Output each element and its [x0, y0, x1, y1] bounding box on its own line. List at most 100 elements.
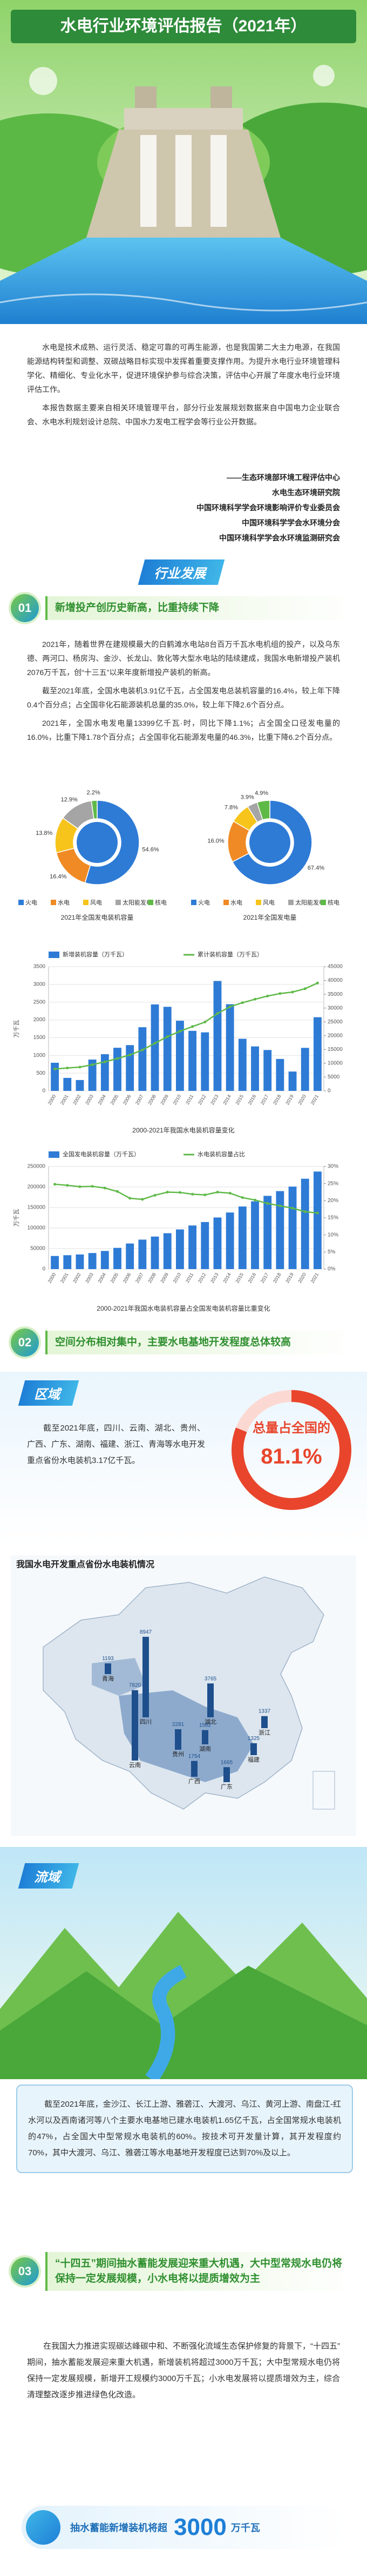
line-point — [278, 1204, 282, 1208]
line-point — [316, 981, 319, 984]
x-tick-label: 2002 — [72, 1094, 82, 1105]
province-name: 广西 — [188, 1778, 200, 1785]
line-series — [55, 1183, 318, 1214]
x-tick-label: 2006 — [122, 1272, 132, 1284]
x-tick-label: 2021 — [310, 1094, 320, 1105]
line-point — [216, 1191, 219, 1193]
highlight-prefix: 抽水蓄能新增装机将超 — [70, 2523, 167, 2533]
legend-label: 水电 — [58, 899, 70, 906]
chart-title: 2021年全国发电量 — [243, 913, 297, 921]
x-tick-label: 2000 — [47, 1272, 57, 1284]
province-name: 浙江 — [259, 1729, 270, 1736]
x-tick-label: 2020 — [297, 1272, 307, 1284]
province-bar — [207, 1683, 214, 1717]
province-name: 湖北 — [205, 1718, 216, 1725]
line-point — [53, 1183, 57, 1186]
x-tick-label: 2012 — [197, 1094, 207, 1105]
province-value: 7820 — [129, 1683, 141, 1689]
highlight-unit: 万千瓦 — [230, 2523, 260, 2533]
basin-label: 流域 — [33, 1870, 63, 1885]
y-axis-label: 万千瓦 — [13, 1209, 20, 1227]
y2-tick-label: 15% — [328, 1215, 338, 1221]
x-tick-label: 2005 — [110, 1272, 120, 1284]
line-point — [178, 1191, 181, 1194]
slice-label: 4.9% — [255, 790, 268, 797]
author: 中国环境科学学会水环境分会 — [242, 518, 340, 527]
heading-text: “十四五”期间抽水蓄能发展迎来重大机遇，大中型常规水电仍将保持一定发展规模，小水… — [45, 2252, 356, 2291]
region-tag: 区域 — [18, 1380, 79, 1406]
legend-label: 核电 — [155, 899, 167, 906]
bar — [88, 1253, 97, 1269]
x-tick-label: 2017 — [260, 1272, 270, 1284]
line-point — [153, 1042, 157, 1045]
line-point — [191, 1192, 194, 1196]
heading-text: 新增投产创历史新高，比重持续下降 — [45, 596, 356, 620]
heading-number: 01 — [11, 594, 39, 622]
line-series — [55, 982, 318, 1070]
section1-text: 2021年，随着世界在建规模最大的白鹤滩水电站8台百万千瓦水电机组的投产，以及乌… — [27, 637, 340, 748]
bar — [213, 981, 222, 1091]
x-tick-label: 2018 — [272, 1094, 282, 1105]
y2-tick-label: 10000 — [328, 1061, 343, 1067]
province-name: 福建 — [248, 1756, 260, 1763]
province-value: 1665 — [221, 1759, 233, 1765]
bar — [301, 1178, 309, 1269]
province-bar — [142, 1636, 149, 1717]
basin-box: 截至2021年底，金沙江、长江上游、雅砻江、大渡河、乌江、黄河上游、南盘江-红水… — [16, 2085, 353, 2173]
line-point — [241, 1001, 244, 1004]
province-name: 四川 — [140, 1719, 152, 1725]
line-point — [103, 1186, 106, 1190]
y-tick-label: 2000 — [33, 1017, 46, 1023]
legend-swatch — [256, 900, 261, 905]
donut-slice — [232, 800, 312, 885]
province-value: 1337 — [259, 1709, 271, 1715]
x-tick-label: 2018 — [272, 1272, 282, 1284]
line-point — [78, 1185, 81, 1188]
section-title: 行业发展 — [153, 567, 209, 581]
authors: ——生态环境部环境工程评估中心 水电生态环境研究院 中国环境科学学会环境影响评价… — [27, 470, 340, 545]
highlight-icon — [26, 2510, 60, 2545]
bar — [263, 1196, 272, 1269]
bar — [100, 1054, 109, 1091]
x-tick-label: 2004 — [97, 1094, 107, 1105]
share-label: 81.1% — [261, 1445, 322, 1468]
province-name: 青海 — [102, 1675, 114, 1682]
line-point — [166, 1035, 169, 1039]
legend-swatch — [49, 952, 59, 958]
author: 中国环境科学学会水环境监测研究会 — [219, 534, 340, 542]
bar — [288, 1186, 297, 1269]
province-value: 3765 — [205, 1676, 217, 1682]
bar — [88, 1059, 97, 1091]
y-tick-label: 250000 — [28, 1164, 46, 1170]
title: 水电行业环境评估报告（2021年） — [60, 17, 307, 35]
bar — [113, 1247, 121, 1269]
x-tick-label: 2014 — [222, 1272, 232, 1284]
slice-label: 67.4% — [308, 865, 324, 872]
bar — [238, 1206, 247, 1269]
header-illustration: 水电行业环境评估报告（2021年） — [0, 0, 367, 324]
section3-text: 在我国大力推进实现碳达峰碳中和、不断强化流域生态保护修复的背景下，“十四五”期间… — [27, 2342, 340, 2399]
donut-slice — [256, 800, 270, 821]
line-point — [141, 1198, 144, 1201]
bar — [163, 1007, 172, 1091]
line-point — [316, 1211, 319, 1215]
province-name: 广东 — [221, 1783, 233, 1790]
bar — [51, 1256, 59, 1269]
south-sea-inset — [312, 1771, 335, 1810]
bar — [251, 1201, 259, 1269]
province-bar — [132, 1690, 138, 1761]
y-tick-label: 1000 — [33, 1053, 46, 1058]
paragraph: 截至2021年底，全国水电装机3.91亿千瓦，占全国发电总装机容量的16.4%，… — [27, 686, 340, 709]
bar — [263, 1050, 272, 1091]
province-name: 湖南 — [199, 1745, 211, 1752]
y2-tick-label: 20000 — [328, 1033, 343, 1039]
legend-label: 核电 — [328, 899, 339, 906]
line-point — [216, 1012, 219, 1015]
y2-tick-label: 10% — [328, 1232, 338, 1238]
slice-label: 16.4% — [50, 873, 66, 880]
legend-swatch — [18, 900, 24, 905]
section-tag: 行业发展 — [138, 559, 225, 585]
province-bar — [175, 1729, 181, 1750]
legend-swatch — [51, 900, 56, 905]
x-tick-label: 2008 — [147, 1272, 157, 1284]
